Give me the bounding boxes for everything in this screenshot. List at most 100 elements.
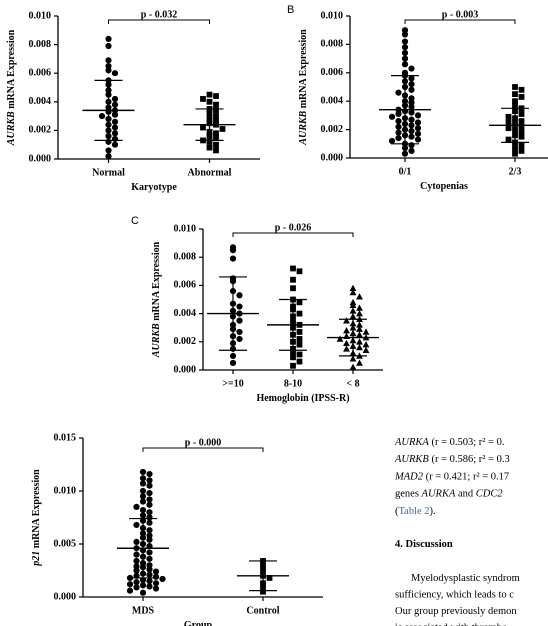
- dot: [512, 91, 518, 97]
- dot: [518, 123, 525, 130]
- article-paragraph-line: Myelodysplastic syndrom: [411, 573, 520, 584]
- article-paragraph-line: sufficiency, which leads to c: [395, 590, 514, 601]
- dot: [518, 86, 525, 93]
- dot: [401, 144, 409, 152]
- article-line: MAD2 (r = 0.421; r² = 0.17: [394, 471, 509, 482]
- y-tick-label: 0.006: [29, 67, 52, 78]
- dot: [139, 480, 147, 487]
- dot: [290, 348, 296, 355]
- dot: [518, 118, 525, 124]
- dot: [152, 568, 160, 575]
- panel-label: C: [131, 215, 139, 227]
- dot: [408, 99, 415, 106]
- dot: [146, 514, 153, 521]
- dot: [126, 587, 134, 594]
- dot: [146, 482, 153, 489]
- article-line: genes AURKA and CDC2: [395, 489, 503, 500]
- x-tick-label: MDS: [132, 605, 155, 616]
- dot: [146, 477, 153, 484]
- y-tick-label: 0.004: [29, 96, 52, 107]
- dot: [518, 142, 525, 149]
- dot: [518, 94, 525, 100]
- sd-error-bar: [249, 560, 277, 592]
- dot: [290, 265, 296, 272]
- dot: [152, 580, 160, 587]
- dot: [111, 95, 119, 103]
- dot: [146, 509, 153, 516]
- dot: [296, 351, 303, 358]
- x-tick-label: 2/3: [509, 166, 522, 177]
- dot: [290, 362, 296, 369]
- x-tick-label: 0/1: [399, 166, 412, 177]
- dot: [512, 102, 518, 109]
- dot: [505, 136, 512, 143]
- dot: [408, 109, 415, 116]
- y-tick-label: 0.010: [174, 223, 197, 234]
- y-axis-label: AURKB mRNA Expression: [6, 29, 17, 146]
- dot: [139, 493, 147, 500]
- dot: [408, 86, 415, 93]
- dot: [133, 503, 140, 510]
- dot: [111, 135, 119, 143]
- y-tick-label: 0.002: [174, 336, 197, 347]
- y-tick-label: 0.010: [321, 10, 344, 21]
- dot: [159, 575, 166, 583]
- y-tick-label: 0.015: [54, 432, 77, 443]
- article-line: AURKB (r = 0.586; r² = 0.3: [394, 454, 510, 465]
- dot: [401, 150, 409, 157]
- dot: [133, 579, 140, 586]
- dot: [296, 358, 303, 365]
- dot: [206, 98, 213, 105]
- dot: [408, 133, 415, 140]
- dot: [296, 329, 303, 335]
- dot: [111, 101, 119, 108]
- dot: [146, 490, 153, 497]
- dot: [133, 557, 140, 565]
- article-text: (r = 0.421; r² = 0.17: [423, 471, 509, 482]
- y-label-gene: AURKB: [6, 111, 17, 146]
- y-tick-label: 0.005: [54, 538, 77, 549]
- article-text: CDC2: [476, 489, 504, 500]
- dot: [146, 527, 153, 534]
- dot: [356, 321, 363, 328]
- sd-error-bar: [391, 75, 419, 145]
- dot: [343, 339, 350, 347]
- dot: [111, 130, 119, 137]
- dot: [229, 247, 237, 254]
- dot: [133, 551, 140, 558]
- y-tick-label: 0.000: [174, 364, 197, 375]
- y-label-gene: AURKB: [151, 323, 162, 358]
- section-heading: 4. Discussion: [395, 539, 453, 550]
- article-text: (r = 0.503; r² = 0.: [429, 437, 505, 448]
- dot: [395, 89, 402, 96]
- article-text: (r = 0.586; r² = 0.3: [429, 454, 510, 465]
- dot: [139, 582, 147, 589]
- dot: [111, 141, 119, 148]
- dot: [408, 122, 415, 129]
- dot: [395, 135, 402, 142]
- sd-error-bar: [94, 79, 123, 142]
- dot: [105, 35, 112, 42]
- dot: [139, 475, 147, 482]
- dot: [105, 57, 112, 64]
- dot: [408, 142, 415, 149]
- x-axis-label: Cytopenias: [420, 181, 468, 192]
- dot: [512, 145, 518, 151]
- dot: [388, 137, 396, 145]
- dot: [349, 355, 357, 362]
- dot: [356, 293, 363, 300]
- dot: [229, 359, 237, 367]
- significance-bracket: [108, 19, 210, 24]
- dot: [395, 129, 402, 136]
- dot: [236, 328, 243, 336]
- dot: [336, 335, 344, 342]
- dot: [408, 75, 415, 82]
- dot: [349, 301, 357, 308]
- dot: [105, 42, 112, 50]
- dot: [146, 496, 153, 503]
- y-tick-label: 0.008: [29, 39, 52, 50]
- y-label-text: mRNA Expression: [31, 469, 42, 548]
- dot: [505, 125, 512, 132]
- y-tick-label: 0.004: [321, 95, 344, 106]
- dot: [213, 147, 219, 154]
